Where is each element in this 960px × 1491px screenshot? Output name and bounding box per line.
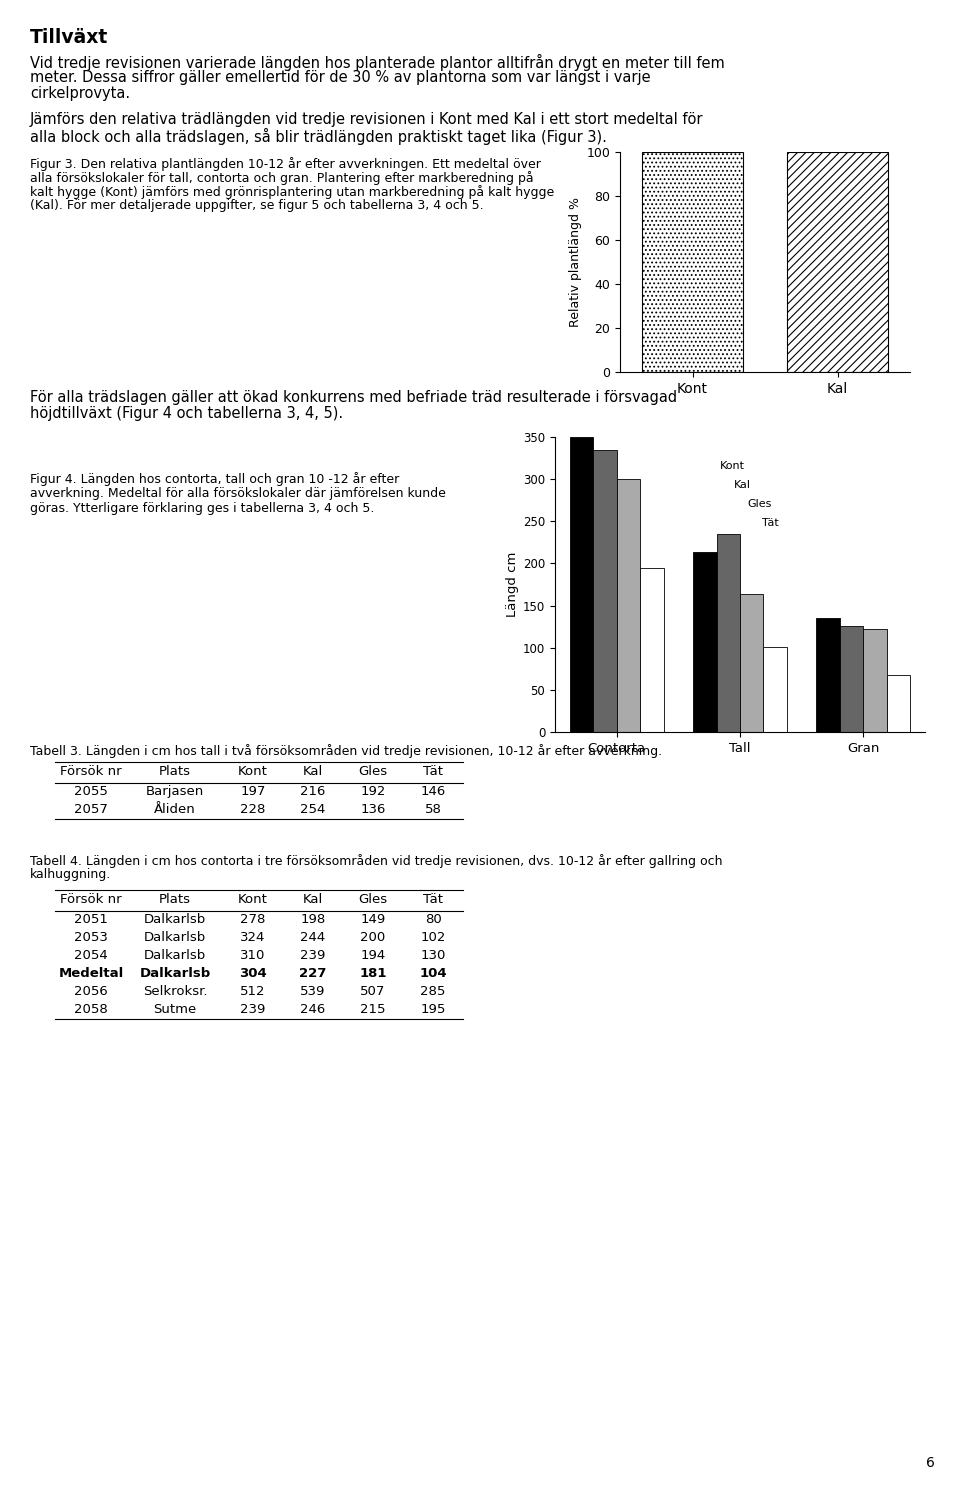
Text: 278: 278 <box>240 912 266 926</box>
Bar <box>887 675 910 732</box>
Text: Dalkarlsb: Dalkarlsb <box>144 912 206 926</box>
Text: avverkning. Medeltal för alla försökslokaler där jämförelsen kunde: avverkning. Medeltal för alla försökslok… <box>30 488 445 499</box>
Bar <box>693 553 716 732</box>
Text: Barjasen: Barjasen <box>146 784 204 798</box>
Text: 80: 80 <box>424 912 442 926</box>
Text: Selkroksr.: Selkroksr. <box>143 986 207 997</box>
Text: Plats: Plats <box>159 893 191 907</box>
Text: 285: 285 <box>420 986 445 997</box>
Text: Gles: Gles <box>748 499 772 508</box>
Text: 228: 228 <box>240 804 266 816</box>
Bar <box>816 619 840 732</box>
Text: 2056: 2056 <box>74 986 108 997</box>
Text: Tät: Tät <box>423 765 443 778</box>
Text: Jämförs den relativa trädlängden vid tredje revisionen i Kont med Kal i ett stor: Jämförs den relativa trädlängden vid tre… <box>30 112 704 127</box>
Text: 324: 324 <box>240 930 266 944</box>
Text: Kont: Kont <box>720 461 745 471</box>
Text: Figur 3. Den relativa plantlängden 10-12 år efter avverkningen. Ett medeltal öve: Figur 3. Den relativa plantlängden 10-12… <box>30 157 540 171</box>
Text: höjdtillväxt (Figur 4 och tabellerna 3, 4, 5).: höjdtillväxt (Figur 4 och tabellerna 3, … <box>30 406 343 420</box>
Bar <box>640 568 663 732</box>
Text: (Kal). För mer detaljerade uppgifter, se figur 5 och tabellerna 3, 4 och 5.: (Kal). För mer detaljerade uppgifter, se… <box>30 198 484 212</box>
Text: 2057: 2057 <box>74 804 108 816</box>
Text: alla försökslokaler för tall, contorta och gran. Plantering efter markberedning : alla försökslokaler för tall, contorta o… <box>30 171 534 185</box>
Text: göras. Ytterligare förklaring ges i tabellerna 3, 4 och 5.: göras. Ytterligare förklaring ges i tabe… <box>30 502 374 514</box>
Text: Plats: Plats <box>159 765 191 778</box>
Bar <box>740 593 763 732</box>
Text: 2053: 2053 <box>74 930 108 944</box>
Bar <box>570 437 593 732</box>
Text: 2054: 2054 <box>74 948 108 962</box>
Bar <box>863 629 887 732</box>
Text: Kont: Kont <box>238 765 268 778</box>
Text: Kont: Kont <box>238 893 268 907</box>
Text: 104: 104 <box>420 968 446 980</box>
Text: Vid tredje revisionen varierade längden hos planterade plantor alltifrån drygt e: Vid tredje revisionen varierade längden … <box>30 54 725 72</box>
Text: cirkelprovyta.: cirkelprovyta. <box>30 86 131 101</box>
Text: Försök nr: Försök nr <box>60 893 122 907</box>
Text: 239: 239 <box>300 948 325 962</box>
Text: 239: 239 <box>240 1003 266 1015</box>
Text: Åliden: Åliden <box>155 804 196 816</box>
Text: kalhuggning.: kalhuggning. <box>30 868 111 881</box>
Text: Tät: Tät <box>423 893 443 907</box>
Text: 130: 130 <box>420 948 445 962</box>
Bar <box>716 534 740 732</box>
Bar <box>641 152 743 371</box>
Text: 146: 146 <box>420 784 445 798</box>
Text: 310: 310 <box>240 948 266 962</box>
Y-axis label: Relativ plantlängd %: Relativ plantlängd % <box>569 197 582 327</box>
Text: kalt hygge (Kont) jämförs med grönrisplantering utan markberedning på kalt hygge: kalt hygge (Kont) jämförs med grönrispla… <box>30 185 554 198</box>
Text: 246: 246 <box>300 1003 325 1015</box>
Text: meter. Dessa siffror gäller emellertid för de 30 % av plantorna som var längst i: meter. Dessa siffror gäller emellertid f… <box>30 70 651 85</box>
Text: Kal: Kal <box>302 765 324 778</box>
Text: Dalkarlsb: Dalkarlsb <box>144 930 206 944</box>
Bar <box>616 479 640 732</box>
Text: 254: 254 <box>300 804 325 816</box>
Bar <box>763 647 787 732</box>
Text: 197: 197 <box>240 784 266 798</box>
Text: 181: 181 <box>359 968 387 980</box>
Text: 200: 200 <box>360 930 386 944</box>
Text: Sutme: Sutme <box>154 1003 197 1015</box>
Text: 194: 194 <box>360 948 386 962</box>
Text: 2058: 2058 <box>74 1003 108 1015</box>
Text: 244: 244 <box>300 930 325 944</box>
Text: För alla trädslagen gäller att ökad konkurrens med befriade träd resulterade i f: För alla trädslagen gäller att ökad konk… <box>30 391 677 406</box>
Text: Gles: Gles <box>358 765 388 778</box>
Text: alla block och alla trädslagen, så blir trädlängden praktiskt taget lika (Figur : alla block och alla trädslagen, så blir … <box>30 128 607 145</box>
Text: 2055: 2055 <box>74 784 108 798</box>
Y-axis label: Längd cm: Längd cm <box>506 552 518 617</box>
Bar <box>787 152 888 371</box>
Text: Figur 4. Längden hos contorta, tall och gran 10 -12 år efter: Figur 4. Längden hos contorta, tall och … <box>30 473 399 486</box>
Text: Tabell 3. Längden i cm hos tall i två försöksområden vid tredje revisionen, 10-1: Tabell 3. Längden i cm hos tall i två fö… <box>30 744 662 757</box>
Text: 507: 507 <box>360 986 386 997</box>
Text: 216: 216 <box>300 784 325 798</box>
Text: 539: 539 <box>300 986 325 997</box>
Text: Försök nr: Försök nr <box>60 765 122 778</box>
Text: 227: 227 <box>300 968 326 980</box>
Text: 198: 198 <box>300 912 325 926</box>
Bar <box>593 450 616 732</box>
Text: Kal: Kal <box>302 893 324 907</box>
Text: Medeltal: Medeltal <box>59 968 124 980</box>
Text: 304: 304 <box>239 968 267 980</box>
Text: Kal: Kal <box>733 480 751 489</box>
Text: Tabell 4. Längden i cm hos contorta i tre försöksområden vid tredje revisionen, : Tabell 4. Längden i cm hos contorta i tr… <box>30 854 723 868</box>
Text: Tillväxt: Tillväxt <box>30 28 108 48</box>
Text: 58: 58 <box>424 804 442 816</box>
Text: Gles: Gles <box>358 893 388 907</box>
Text: 512: 512 <box>240 986 266 997</box>
Text: Tät: Tät <box>762 519 779 528</box>
Text: 102: 102 <box>420 930 445 944</box>
Bar <box>840 626 863 732</box>
Text: 149: 149 <box>360 912 386 926</box>
Text: 2051: 2051 <box>74 912 108 926</box>
Text: 6: 6 <box>926 1457 935 1470</box>
Text: 136: 136 <box>360 804 386 816</box>
Text: Dalkarlsb: Dalkarlsb <box>144 948 206 962</box>
Text: Dalkarlsb: Dalkarlsb <box>139 968 210 980</box>
Text: 215: 215 <box>360 1003 386 1015</box>
Text: 192: 192 <box>360 784 386 798</box>
Text: 195: 195 <box>420 1003 445 1015</box>
